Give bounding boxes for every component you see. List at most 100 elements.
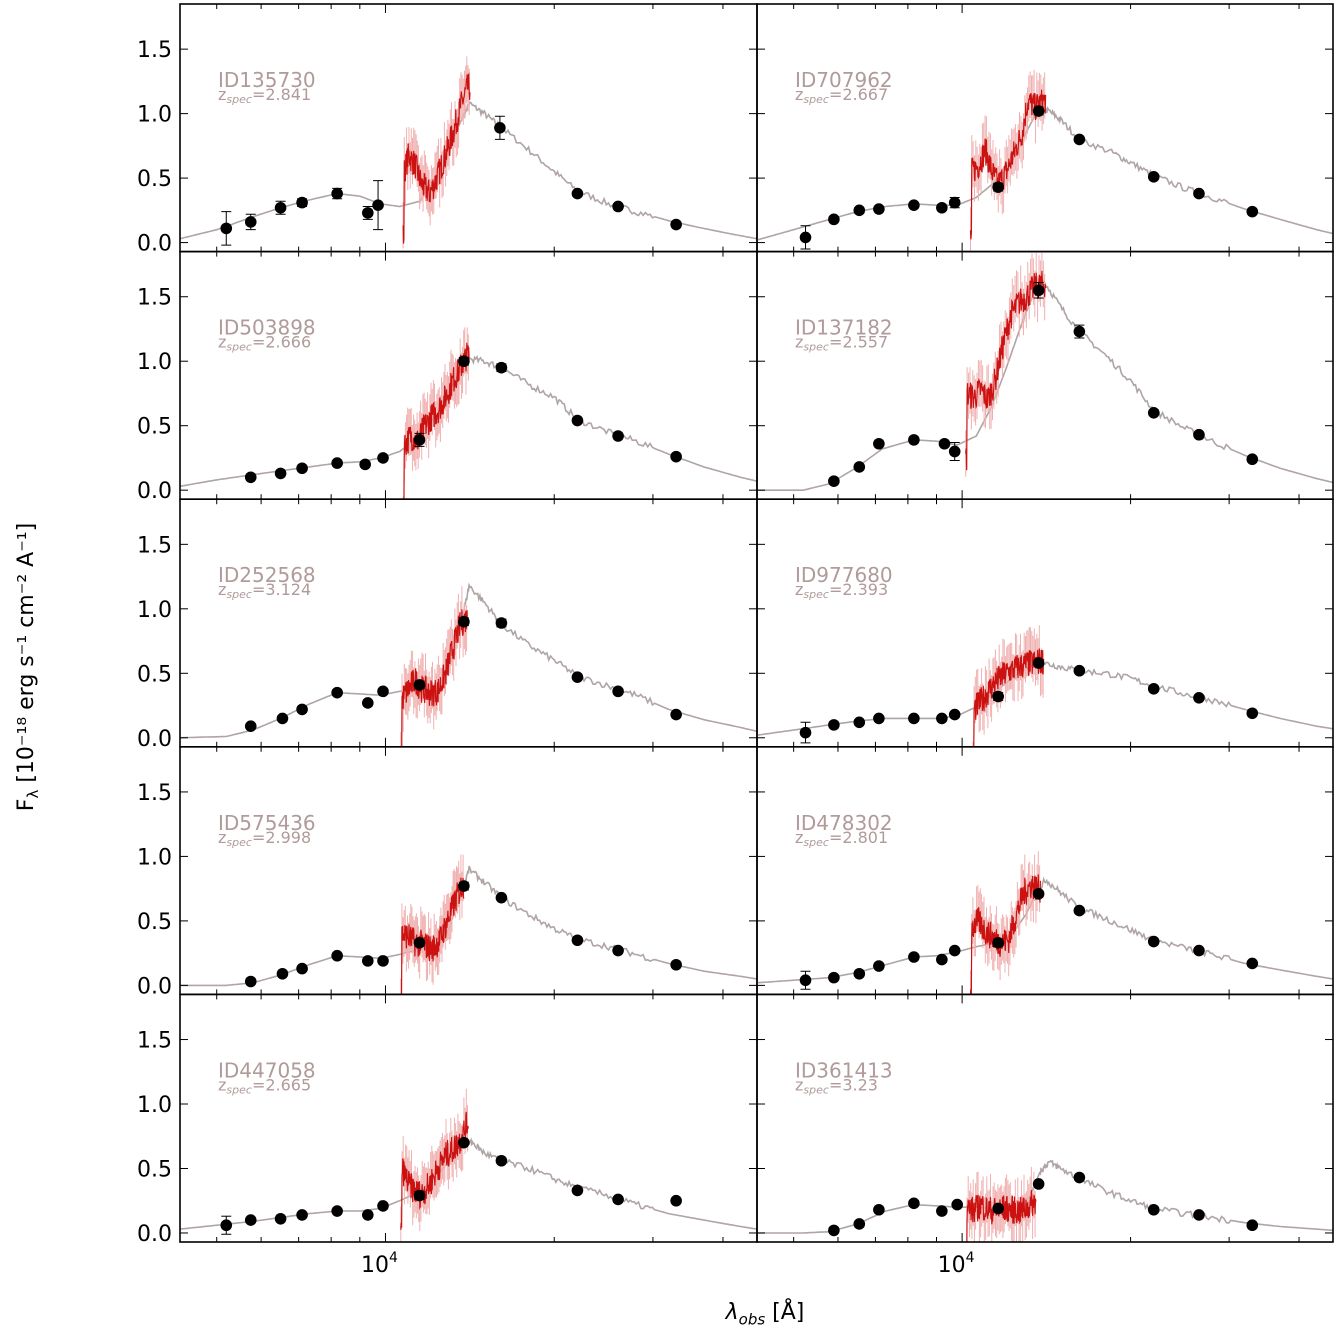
photometry-point (331, 457, 343, 469)
photometry-point (853, 967, 866, 980)
panel-redshift-label: zspec=3.124 (218, 580, 311, 601)
photometry-point (1193, 428, 1205, 441)
y-axis-label: Fλ [10⁻¹⁸ erg s⁻¹ cm⁻² A⁻¹] (13, 522, 43, 812)
model-sed-line (180, 101, 757, 240)
photometry-point (1147, 1203, 1160, 1216)
photometry-point (1147, 935, 1160, 948)
y-tick-label: 1.5 (137, 286, 172, 311)
photometry-point (799, 726, 812, 739)
panel-id-label: ID361413 (795, 1058, 893, 1082)
photometry-point (495, 361, 508, 374)
y-tick-label: 0.5 (137, 1157, 172, 1182)
photometry-point (1073, 664, 1086, 677)
photometry-point (853, 461, 866, 473)
photometry-point (220, 1219, 233, 1232)
y-tick-label: 1.5 (137, 1029, 172, 1054)
y-tick-label: 0.0 (137, 974, 172, 999)
photometry-point (494, 122, 506, 134)
panel-id-label: ID707962 (795, 68, 893, 92)
photometry-point (362, 207, 374, 219)
photometry-point (458, 615, 470, 628)
spectrum-error-band (400, 1088, 468, 1243)
photometry-point (495, 617, 508, 629)
spectrum-line (402, 72, 471, 244)
photometry-point (992, 1202, 1004, 1215)
photometry-point (948, 708, 961, 721)
x-tick-label: 104 (361, 1250, 398, 1278)
photometry-point (908, 712, 920, 725)
photometry-point (1193, 187, 1205, 200)
photometry-point (495, 1154, 508, 1167)
y-tick-label: 0.5 (137, 662, 172, 687)
photometry-point (1147, 406, 1160, 419)
y-tick-label: 0.5 (137, 415, 172, 440)
photometry-point (1032, 657, 1045, 669)
photometry-point (331, 1205, 343, 1217)
panel-redshift-label: zspec=2.666 (218, 333, 311, 354)
y-tick-label: 1.0 (137, 350, 172, 375)
photometry-point (571, 187, 584, 200)
photometry-point (377, 1200, 389, 1212)
spectrum-error-band (402, 56, 470, 249)
panel-redshift-label: zspec=2.557 (795, 333, 888, 354)
photometry-point (853, 204, 866, 217)
photometry-point (992, 937, 1004, 949)
photometry-point (828, 971, 840, 984)
photometry-point (828, 213, 840, 226)
photometry-point (458, 355, 470, 368)
photometry-point (458, 880, 470, 892)
panel-redshift-label: zspec=2.667 (795, 85, 888, 106)
photometry-point (359, 458, 371, 471)
photometry-point (1073, 1171, 1086, 1184)
y-tick-label: 0.5 (137, 910, 172, 935)
photometry-point (458, 1136, 470, 1149)
photometry-point (495, 891, 508, 904)
panel-plot-area (757, 851, 1333, 995)
photometry-point (1246, 453, 1259, 466)
photometry-point (1147, 171, 1160, 183)
photometry-point (936, 1205, 948, 1217)
photometry-point (1246, 957, 1259, 970)
photometry-point (670, 218, 682, 231)
panel-redshift-label: zspec=2.801 (795, 828, 888, 849)
panel-frame (179, 993, 758, 1243)
y-tick-label: 1.5 (137, 781, 172, 806)
photometry-point (362, 955, 374, 967)
photometry-point (571, 414, 584, 427)
photometry-point (377, 955, 389, 967)
panel-redshift-label: zspec=2.665 (218, 1075, 311, 1096)
photometry-point (612, 1193, 624, 1206)
y-tick-label: 1.5 (137, 533, 172, 558)
panel-frame (179, 3, 758, 253)
photometry-point (828, 1224, 840, 1237)
spectrum-line (969, 874, 1041, 995)
panel-redshift-label: zspec=3.23 (795, 1075, 878, 1096)
photometry-point (1032, 284, 1045, 297)
photometry-point (413, 1189, 426, 1202)
model-sed-line (180, 1137, 757, 1230)
photometry-point (296, 196, 308, 209)
photometry-point (276, 967, 289, 980)
photometry-point (331, 187, 343, 200)
panel-id-label: ID252568 (218, 563, 316, 587)
photometry-point (1193, 1209, 1205, 1221)
y-tick-label: 0.0 (137, 727, 172, 752)
photometry-point (1147, 682, 1160, 695)
panel-id-label: ID447058 (218, 1058, 316, 1082)
x-axis-label: λobs [Å] (725, 1300, 805, 1329)
photometry-point (873, 203, 885, 215)
photometry-point (992, 690, 1004, 703)
panel-id-label: ID478302 (795, 811, 893, 835)
photometry-point (1193, 944, 1205, 957)
y-tick-label: 1.0 (137, 1093, 172, 1118)
spectrum-error-band (966, 1166, 1036, 1243)
panel-id-label: ID503898 (218, 316, 316, 340)
photometry-point (853, 716, 866, 729)
photometry-point (612, 944, 624, 957)
panel-plot-area (757, 251, 1333, 491)
panel-plot-area (757, 1159, 1333, 1243)
panel-frame (756, 993, 1334, 1243)
